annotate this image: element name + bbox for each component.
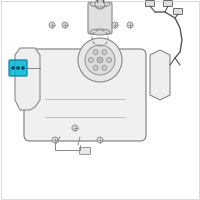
Circle shape — [12, 66, 14, 70]
FancyBboxPatch shape — [88, 2, 112, 34]
FancyBboxPatch shape — [146, 0, 154, 6]
Polygon shape — [15, 48, 40, 110]
Circle shape — [106, 58, 112, 62]
Circle shape — [62, 22, 68, 28]
Circle shape — [97, 57, 103, 63]
Circle shape — [112, 22, 118, 28]
Ellipse shape — [90, 29, 110, 35]
Circle shape — [78, 38, 122, 82]
Circle shape — [88, 58, 94, 62]
Circle shape — [102, 50, 107, 55]
Ellipse shape — [90, 1, 110, 7]
Circle shape — [85, 45, 115, 75]
Circle shape — [16, 66, 20, 70]
Circle shape — [93, 65, 98, 70]
FancyBboxPatch shape — [164, 0, 172, 6]
Circle shape — [127, 22, 133, 28]
Circle shape — [72, 125, 78, 131]
Circle shape — [52, 137, 58, 143]
Circle shape — [49, 22, 55, 28]
Circle shape — [102, 65, 107, 70]
Circle shape — [22, 66, 24, 70]
FancyBboxPatch shape — [24, 49, 146, 141]
Polygon shape — [150, 50, 170, 100]
Circle shape — [93, 50, 98, 55]
FancyBboxPatch shape — [9, 60, 27, 76]
FancyBboxPatch shape — [174, 8, 182, 15]
FancyBboxPatch shape — [80, 148, 90, 154]
Circle shape — [97, 137, 103, 143]
